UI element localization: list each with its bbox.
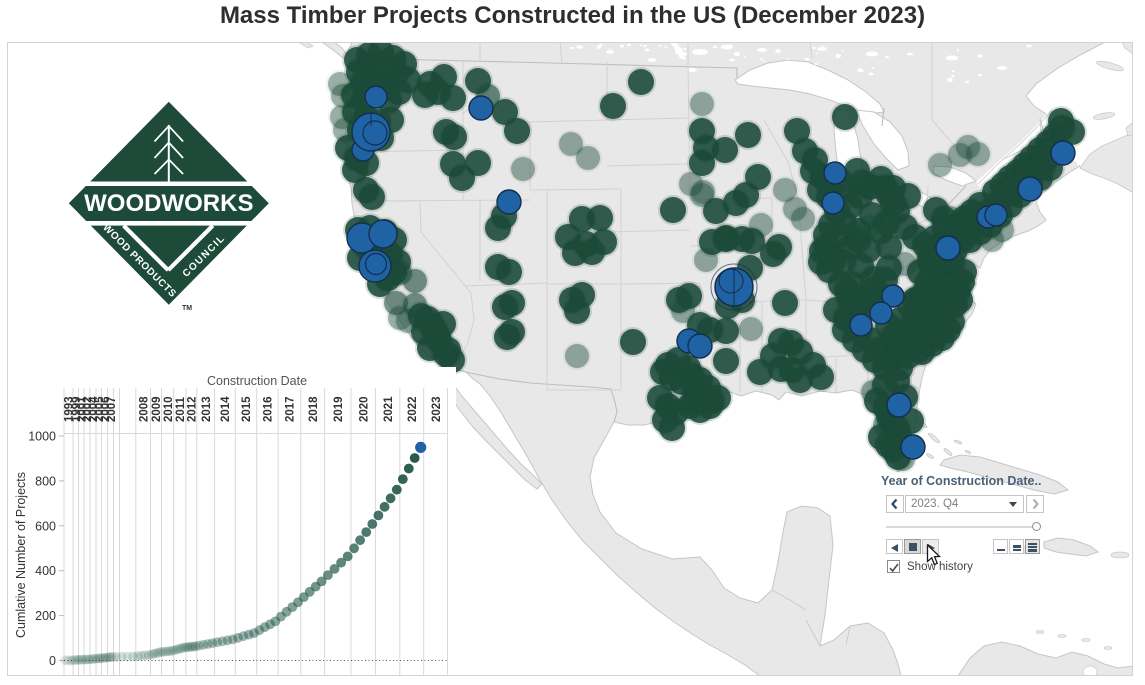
svg-text:2021: 2021: [383, 396, 395, 422]
svg-text:2016: 2016: [263, 396, 275, 422]
svg-text:0: 0: [49, 654, 56, 668]
svg-text:200: 200: [35, 609, 56, 623]
svg-text:2014: 2014: [220, 396, 232, 422]
svg-text:1993: 1993: [64, 396, 76, 422]
svg-text:600: 600: [35, 519, 56, 533]
svg-text:2023: 2023: [431, 396, 443, 422]
svg-text:2018: 2018: [308, 396, 320, 422]
svg-text:2011: 2011: [175, 396, 187, 422]
svg-text:Construction Date: Construction Date: [207, 374, 307, 388]
svg-text:2008: 2008: [138, 396, 150, 422]
svg-text:2006: 2006: [100, 396, 112, 422]
svg-text:2001: 2001: [76, 396, 88, 422]
svg-text:400: 400: [35, 564, 56, 578]
svg-text:Cumlative Number of Projects: Cumlative Number of Projects: [14, 472, 28, 638]
svg-text:2012: 2012: [187, 396, 199, 422]
svg-text:2009: 2009: [151, 396, 163, 422]
svg-text:2010: 2010: [163, 396, 175, 422]
svg-text:2019: 2019: [333, 396, 345, 422]
svg-text:2013: 2013: [201, 396, 213, 422]
svg-text:800: 800: [35, 474, 56, 488]
svg-text:2020: 2020: [358, 396, 370, 422]
svg-text:WOODWORKS: WOODWORKS: [84, 190, 253, 217]
svg-text:2022: 2022: [407, 396, 419, 422]
svg-text:TM: TM: [182, 305, 192, 312]
svg-text:1999: 1999: [71, 396, 83, 422]
svg-text:2015: 2015: [241, 396, 253, 422]
svg-text:2007: 2007: [106, 396, 118, 422]
svg-text:2002: 2002: [82, 396, 94, 422]
svg-text:2005: 2005: [94, 396, 106, 422]
svg-text:2017: 2017: [285, 396, 297, 422]
svg-text:2004: 2004: [88, 396, 100, 422]
svg-text:1000: 1000: [28, 430, 56, 444]
